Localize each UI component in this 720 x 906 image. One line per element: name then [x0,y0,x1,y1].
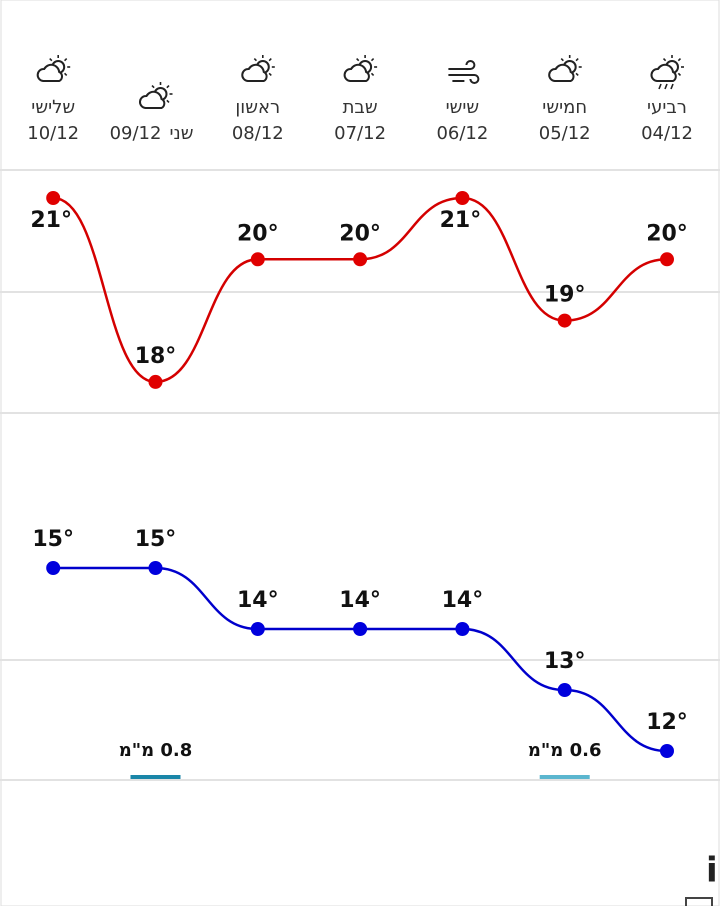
low-label: 15° [32,527,74,552]
day-date: 08/12 [232,123,284,144]
low-label: 13° [544,649,586,674]
high-label: 19° [544,283,586,308]
precip-label: 0.8 מ"מ [119,740,193,761]
precip-bar [539,775,590,779]
precip-label: 0.6 מ"מ [528,740,602,761]
low-point [46,561,61,575]
day-date: 10/12 [27,123,79,144]
high-point [46,191,61,205]
high-point [353,252,368,267]
day-date: 04/12 [641,123,693,144]
weather-icon [343,55,378,82]
day-name: חמישי [542,97,587,118]
day-name: ראשון [235,97,280,118]
low-point [557,683,572,697]
high-point [455,191,470,205]
high-label: 20° [646,221,688,246]
low-point [148,561,163,575]
low-label: 12° [646,710,688,735]
high-point [557,313,572,328]
day-name: רביעי [647,97,687,118]
high-label: 20° [339,221,381,246]
weather-icon [139,82,173,109]
low-point [250,622,265,636]
low-label: 15° [135,527,177,552]
high-label: 18° [135,344,177,369]
weather-icon [650,55,684,90]
low-point [660,744,674,758]
page-title: מזג אוויר שעתי בחיפה ims [706,851,720,891]
weather-icon [448,60,480,84]
checkbox[interactable] [685,897,713,906]
high-point [148,374,163,389]
day-date: 09/12 [110,123,162,144]
low-label: 14° [237,588,279,613]
high-point [250,252,265,267]
day-name: שלישי [31,97,75,118]
day-date: 05/12 [539,123,591,144]
high-label: 20° [237,221,279,246]
weather-icon [548,55,582,82]
high-point [660,252,674,267]
precip-bar [130,775,181,779]
low-point [353,622,368,636]
day-date: 06/12 [436,123,488,144]
high-label: 21° [30,208,72,233]
low-label: 14° [339,588,381,613]
weather-icon [36,55,71,82]
low-point [455,622,470,636]
day-name: שישי [446,97,480,118]
day-date: 07/12 [334,123,386,144]
weather-icon [241,55,275,82]
day-name: שבת [343,97,378,118]
high-label: 21° [440,208,482,233]
low-label: 14° [442,588,484,613]
day-name: שני [170,123,194,144]
